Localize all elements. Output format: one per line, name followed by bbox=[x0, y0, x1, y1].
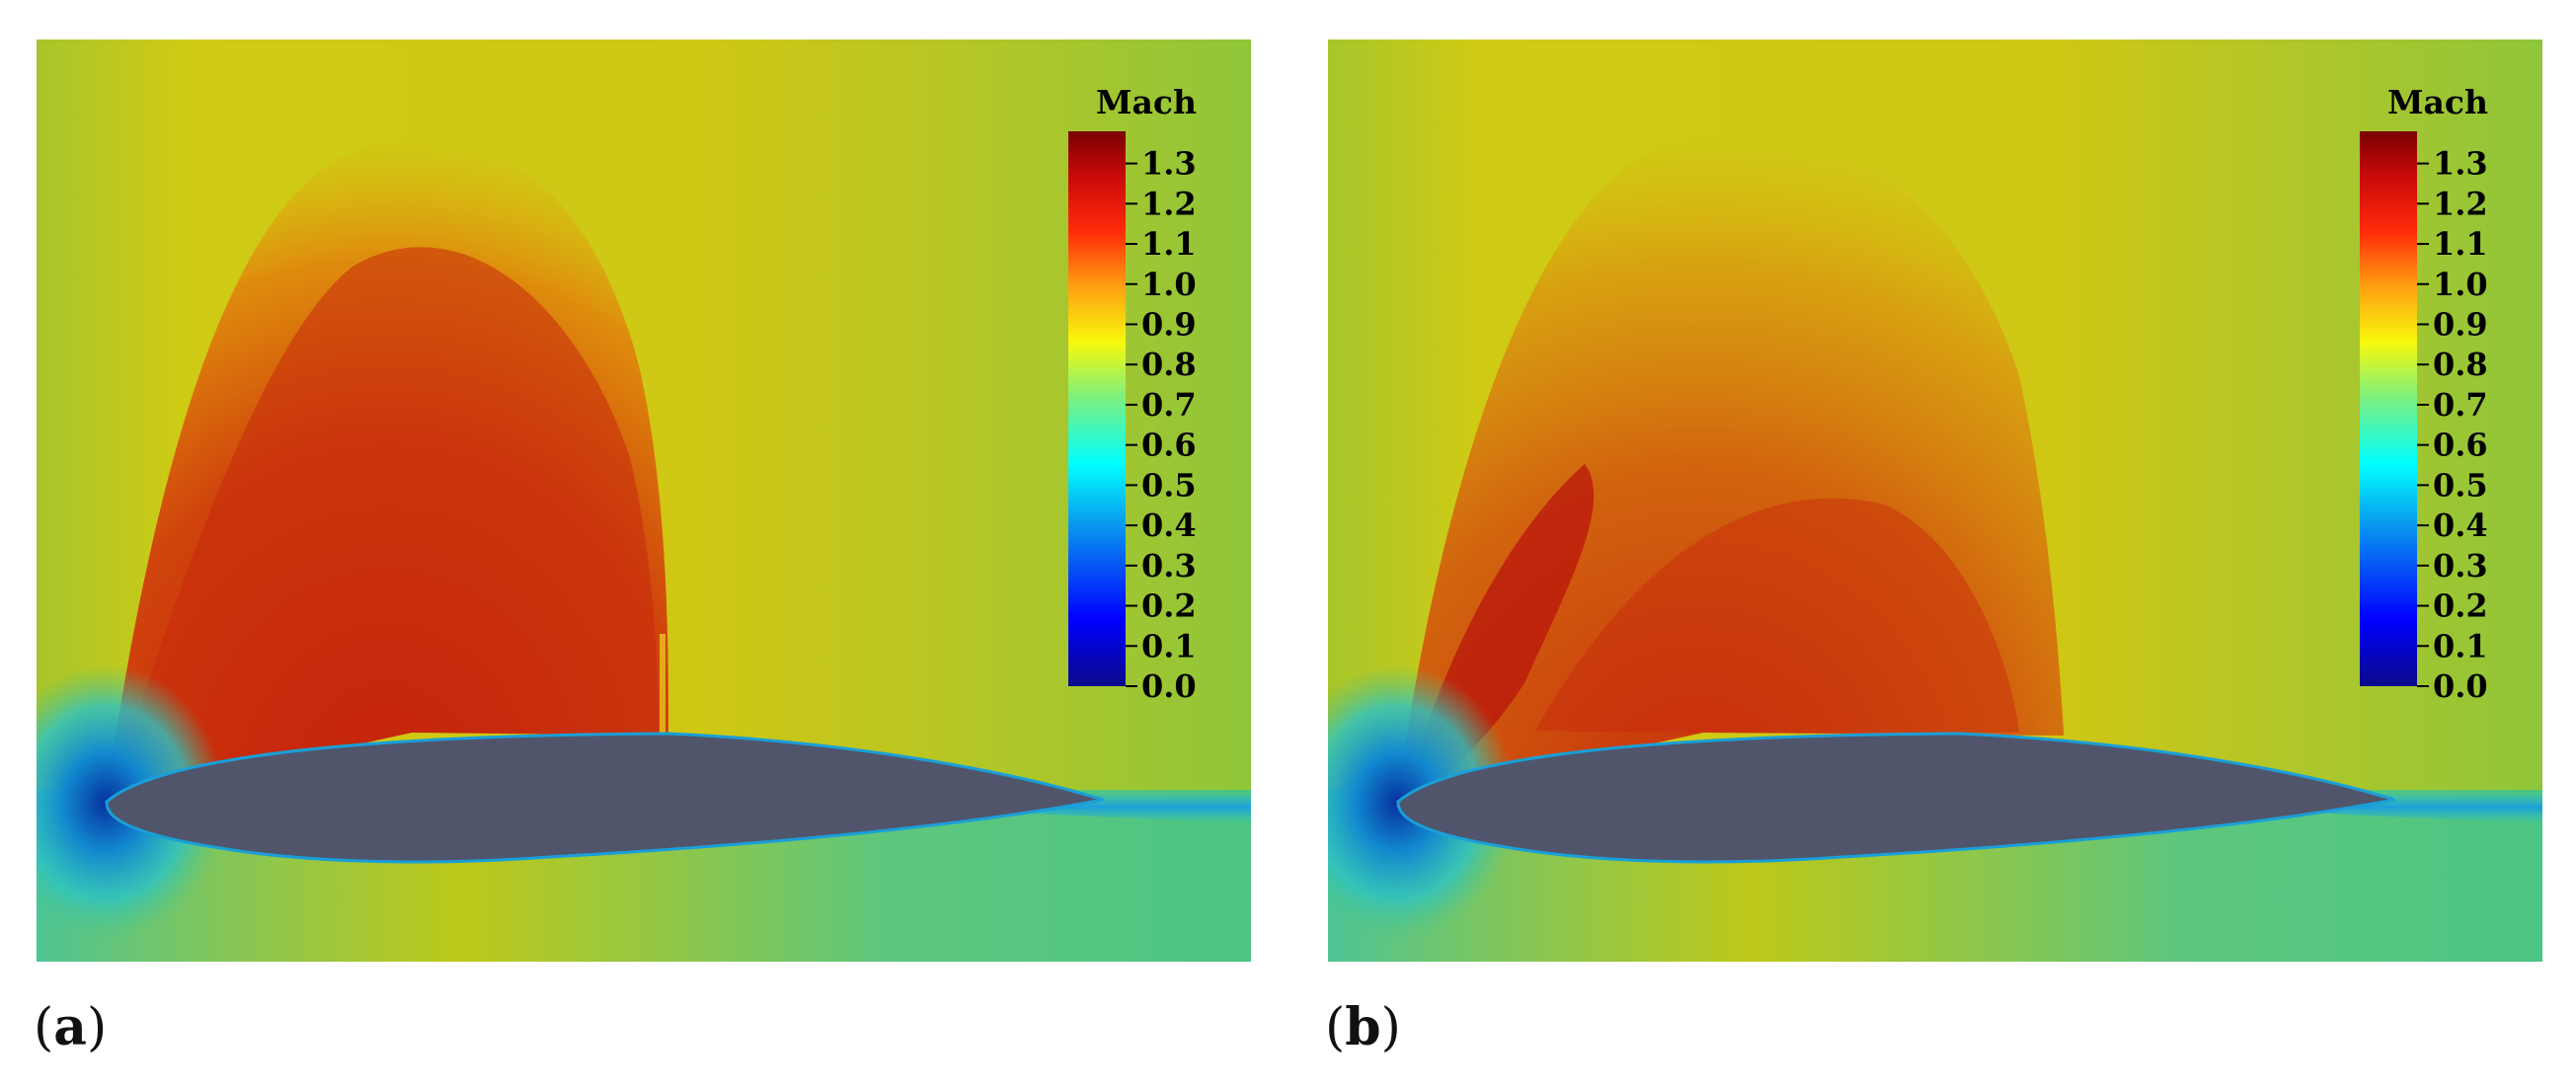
subfigure-label-b: (b) bbox=[1325, 997, 1401, 1057]
colorbar-tick-label: 0.6 bbox=[2433, 427, 2488, 464]
colorbar-ticks: 1.31.21.11.00.90.80.70.60.50.40.30.20.10… bbox=[2417, 145, 2488, 705]
colorbar-tick-label: 0.5 bbox=[1141, 466, 1197, 504]
colorbar-tick-label: 1.1 bbox=[1141, 225, 1197, 263]
colorbar-tick-label: 0.1 bbox=[2433, 627, 2488, 664]
colorbar-gradient bbox=[1068, 131, 1126, 686]
colorbar-tick-label: 0.7 bbox=[1141, 386, 1197, 424]
supersonic-region bbox=[1397, 132, 2064, 800]
airfoil bbox=[105, 732, 1104, 864]
supersonic-core bbox=[111, 247, 659, 800]
colorbar-tick-label: 1.1 bbox=[2433, 225, 2488, 263]
mach-field-a: Mach 1.31.21.11.00.90.80.70.60.50.40.30.… bbox=[37, 39, 1251, 962]
colorbar-a: Mach 1.31.21.11.00.90.80.70.60.50.40.30.… bbox=[1068, 83, 1197, 705]
colorbar-tick-label: 1.3 bbox=[2433, 145, 2488, 183]
colorbar-tick-label: 0.0 bbox=[2433, 667, 2488, 705]
airfoil bbox=[1396, 732, 2395, 864]
colorbar-tick-label: 0.9 bbox=[1141, 305, 1197, 343]
colorbar-tick-label: 0.8 bbox=[1141, 346, 1197, 383]
colorbar-title: Mach bbox=[2387, 83, 2488, 121]
contour-plot-a: Mach 1.3 1.2 1.1 1.0 0.9 0.8 0.7 0.6 0.5 0.4 0.3 0.… bbox=[37, 39, 1251, 962]
colorbar-tick-label: 0.5 bbox=[2433, 466, 2488, 504]
colorbar-tick-label: 0.1 bbox=[1141, 627, 1197, 664]
colorbar-tick-label: 1.2 bbox=[1141, 185, 1197, 222]
colorbar-b: Mach 1.31.21.11.00.90.80.70.60.50.40.30.… bbox=[2360, 83, 2488, 705]
colorbar-tick-label: 0.0 bbox=[1141, 667, 1197, 705]
colorbar-tick-label: 0.6 bbox=[1141, 427, 1197, 464]
colorbar-gradient bbox=[2360, 131, 2417, 686]
colorbar-title: Mach bbox=[1096, 83, 1197, 121]
colorbar-tick-label: 1.0 bbox=[2433, 266, 2488, 303]
colorbar-ticks: 1.31.21.11.00.90.80.70.60.50.40.30.20.10… bbox=[1126, 145, 1197, 705]
colorbar-tick-label: 1.0 bbox=[1141, 266, 1197, 303]
contour-plot-b: Mach 1.3 1.2 1.1 1.0 0.9 0.8 0.7 0.6 0.5 0.4 0.3 0.… bbox=[1328, 39, 2542, 962]
colorbar-tick-label: 0.8 bbox=[2433, 346, 2488, 383]
colorbar-tick-label: 0.9 bbox=[2433, 305, 2488, 343]
colorbar-tick-label: 0.7 bbox=[2433, 386, 2488, 424]
subfigure-label-a: (a) bbox=[34, 997, 108, 1057]
colorbar-tick-label: 0.2 bbox=[1141, 587, 1197, 625]
colorbar-tick-label: 0.2 bbox=[2433, 587, 2488, 625]
colorbar-tick-label: 1.2 bbox=[2433, 185, 2488, 222]
mach-field-b: Mach 1.31.21.11.00.90.80.70.60.50.40.30.… bbox=[1328, 39, 2542, 962]
colorbar-tick-label: 1.3 bbox=[1141, 145, 1197, 183]
colorbar-tick-label: 0.3 bbox=[1141, 547, 1197, 584]
supersonic-core bbox=[1535, 498, 2019, 733]
colorbar-tick-label: 0.4 bbox=[2433, 507, 2488, 544]
colorbar-tick-label: 0.4 bbox=[1141, 507, 1197, 544]
colorbar-tick-label: 0.3 bbox=[2433, 547, 2488, 584]
